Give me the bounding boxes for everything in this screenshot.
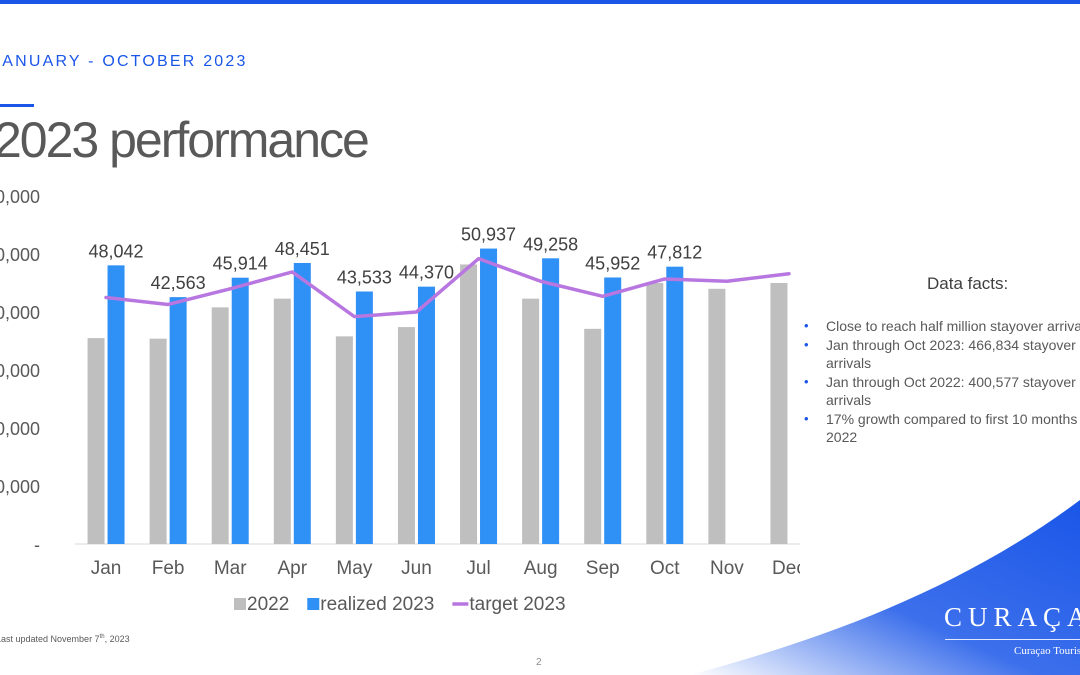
x-tick-label: Jun (401, 558, 432, 579)
bar-realized-2023-feb (169, 297, 187, 544)
bar-realized-2023-oct (666, 266, 684, 544)
target-2023-line (104, 256, 791, 319)
bar-realized-2023-jan (107, 265, 125, 544)
x-tick-label: Aug (524, 558, 558, 579)
data-label-feb: 42,563 (151, 273, 206, 293)
legend-label-2: target 2023 (469, 594, 565, 615)
bar-2022-jul (460, 264, 478, 544)
y-tick-label: 30,000 (0, 361, 40, 381)
legend-swatch-1 (307, 598, 320, 610)
x-tick-label: Jul (466, 558, 490, 579)
bar-2022-may (335, 336, 353, 544)
bar-2022-jun (397, 327, 415, 544)
bar-2022-jan (87, 338, 105, 544)
bar-2022-nov (708, 288, 726, 544)
note-suffix: th (99, 634, 105, 640)
x-tick-label: Nov (710, 558, 744, 579)
legend-swatch-0 (234, 598, 246, 610)
fact-item: Close to reach half million stayover arr… (804, 317, 1080, 336)
page-title: 2023 performance (0, 112, 370, 168)
arrivals-chart: - 10,000 20,000 30,000 40,000 50,000 60,000 48,… (0, 187, 800, 615)
data-label-mar: 45,914 (213, 254, 268, 274)
note-text: Last updated November 7 (0, 634, 100, 644)
x-tick-label: Feb (152, 558, 185, 579)
bar-2022-apr (273, 298, 291, 544)
note-year: , 2023 (104, 634, 130, 644)
bar-realized-2023-aug (542, 258, 560, 544)
bar-realized-2023-sep (604, 277, 622, 544)
page-number: 2 (536, 657, 542, 668)
kicker-underline (0, 104, 34, 107)
legend-label-1: realized 2023 (320, 594, 434, 615)
bar-realized-2023-jul (480, 248, 498, 544)
data-label-jun: 44,370 (399, 263, 454, 283)
y-tick-label: 60,000 (0, 187, 40, 207)
logo-wordmark: CURAÇAO (944, 602, 1080, 632)
y-tick-label: 10,000 (0, 477, 40, 497)
x-tick-label: Apr (278, 558, 308, 579)
x-tick-label: Sep (586, 558, 620, 579)
bar-2022-feb (149, 338, 167, 544)
x-tick-label: May (336, 558, 372, 579)
y-tick-label: 20,000 (0, 419, 40, 439)
page-kicker: JANUARY - OCTOBER 2023 (0, 53, 248, 70)
bar-2022-oct (646, 283, 664, 544)
x-tick-label: Jan (91, 558, 122, 579)
bar-realized-2023-apr (293, 262, 311, 544)
last-updated-note: Last updated November 7th, 2023 (0, 634, 130, 644)
facts-list: Close to reach half million stayover arr… (804, 317, 1080, 447)
fact-item: Jan through Oct 2023: 466,834 stayover a… (804, 336, 1080, 373)
x-tick-label: Oct (650, 558, 680, 579)
bar-2022-aug (522, 298, 540, 544)
data-label-jul: 50,937 (461, 225, 516, 245)
x-tick-label: Dec (772, 558, 800, 579)
logo-subtitle: Curaçao Tourist Board (1014, 645, 1080, 657)
data-label-oct: 47,812 (647, 243, 702, 263)
legend-label-0: 2022 (247, 594, 289, 615)
bar-realized-2023-may (355, 291, 373, 544)
facts-title: Data facts: (927, 274, 1009, 293)
y-tick-label: 50,000 (0, 245, 40, 265)
bar-2022-sep (584, 328, 602, 544)
data-label-may: 43,533 (337, 268, 392, 288)
bar-2022-dec (770, 283, 788, 544)
data-label-aug: 49,258 (523, 234, 578, 254)
fact-item: Jan through Oct 2022: 400,577 stayover a… (804, 373, 1080, 410)
y-tick-label: 40,000 (0, 303, 40, 323)
top-accent-rule (0, 0, 1080, 4)
fact-item: 17% growth compared to first 10 months o… (804, 410, 1080, 447)
data-label-sep: 45,952 (585, 253, 640, 273)
data-label-apr: 48,451 (275, 239, 330, 259)
bar-2022-mar (211, 307, 229, 544)
data-label-jan: 48,042 (89, 241, 144, 261)
logo-divider (945, 639, 1080, 640)
x-tick-label: Mar (214, 558, 247, 579)
y-tick-label: - (34, 535, 40, 555)
bar-realized-2023-mar (231, 277, 249, 544)
bar-realized-2023-jun (417, 286, 435, 544)
